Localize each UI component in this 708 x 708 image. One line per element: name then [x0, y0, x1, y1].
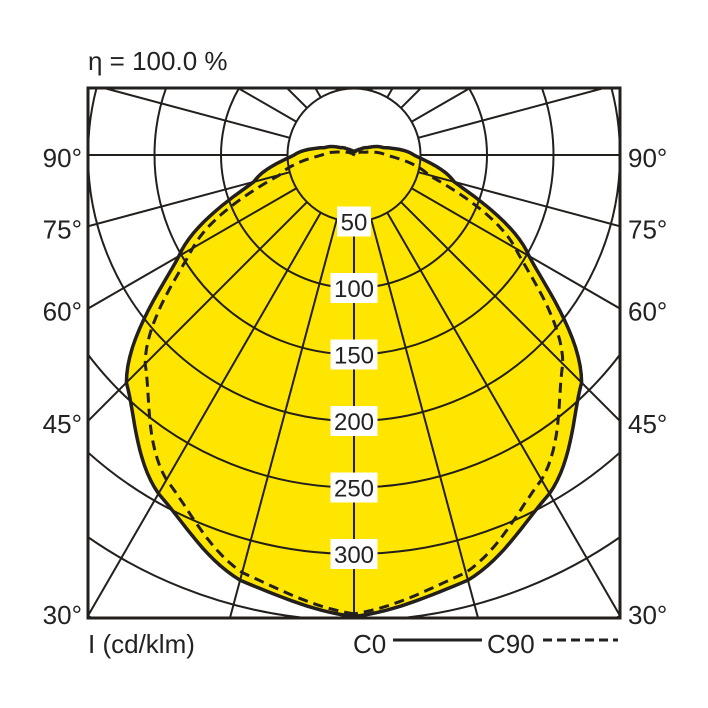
radial-label-200: 200 [334, 409, 374, 436]
radial-label-bg-150 [330, 339, 378, 370]
radial-label-250: 250 [334, 476, 374, 503]
radial-label-bg-200 [330, 406, 378, 436]
grid-radial-30 [386, 212, 620, 617]
grid-radial-210 [314, 88, 322, 98]
curve-c0 [124, 144, 584, 618]
radial-label-150: 150 [334, 343, 374, 370]
angle-label-left-45: 45° [43, 409, 82, 439]
angle-label-right-90: 90° [628, 143, 667, 173]
polar-grid [88, 88, 620, 618]
grid-radial-345 [228, 218, 338, 618]
legend-label-c0: C0 [353, 629, 386, 659]
angle-tick-labels: 90° 90° 75° 75° 60° 60° 45° 45° 30° 30° [43, 143, 668, 630]
grid-radial-60 [411, 187, 620, 310]
grid-radial-315 [88, 201, 308, 422]
unit-label: I (cd/klm) [88, 629, 195, 659]
radial-label-bg-250 [330, 472, 378, 503]
grid-radial-135 [400, 88, 422, 109]
grid-radial-120 [411, 88, 471, 123]
angle-label-left-60: 60° [43, 297, 82, 327]
angle-label-right-45: 45° [628, 409, 667, 439]
grid-radial-225 [286, 88, 308, 109]
radial-label-bg-100 [330, 273, 378, 303]
radial-label-50: 50 [341, 210, 368, 237]
angle-label-left-30: 30° [43, 600, 82, 630]
grid-radial-15 [370, 218, 480, 618]
legend-label-c90: C90 [487, 629, 535, 659]
radial-tick-labels: 50 100 150 200 250 300 [330, 206, 378, 569]
radial-label-300: 300 [334, 542, 374, 569]
grid-radial-255 [103, 88, 291, 139]
grid-radial-150 [386, 88, 394, 98]
radial-label-100: 100 [334, 276, 374, 303]
angle-label-left-90: 90° [43, 143, 82, 173]
plot-frame [86, 86, 622, 620]
grid-radial-105 [417, 88, 605, 139]
legend: C0 C90 [353, 629, 618, 659]
angle-label-right-60: 60° [628, 297, 667, 327]
radial-label-bg-300 [330, 539, 378, 569]
grid-radial-330 [88, 212, 322, 617]
angle-label-right-30: 30° [628, 600, 667, 630]
angle-label-right-75: 75° [628, 214, 667, 244]
angle-label-left-75: 75° [43, 214, 82, 244]
radial-label-bg-50 [337, 206, 371, 237]
curves [124, 144, 584, 618]
curve-c90 [143, 150, 565, 616]
grid-radial-240 [237, 88, 297, 123]
grid-radial-45 [400, 201, 620, 422]
chart-title: η = 100.0 % [88, 46, 228, 76]
